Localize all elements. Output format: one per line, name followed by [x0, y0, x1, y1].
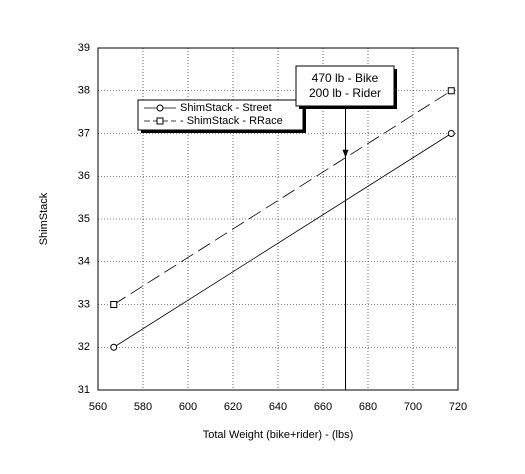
x-tick-label: 560 — [89, 401, 107, 413]
y-tick-label: 31 — [78, 384, 90, 396]
y-tick-label: 38 — [78, 85, 90, 97]
annotation-text: 470 lb - Bike — [312, 71, 379, 85]
annotation-arrow — [342, 149, 349, 158]
y-tick-label: 36 — [78, 170, 90, 182]
point — [110, 343, 118, 351]
annotation-text: 200 lb - Rider — [309, 86, 381, 100]
x-tick-label: 720 — [449, 401, 467, 413]
y-tick-label: 39 — [78, 42, 90, 54]
y-axis-label: ShimStack — [38, 192, 50, 245]
point — [447, 130, 455, 137]
legend-label: - ShimStack - RRace — [180, 115, 283, 127]
x-tick-label: 580 — [134, 401, 152, 413]
legend — [137, 99, 304, 131]
y-tick-label: 35 — [78, 213, 90, 225]
annotation-box — [295, 65, 395, 107]
x-tick-label: 700 — [404, 401, 422, 413]
point — [110, 301, 118, 308]
x-tick-label: 680 — [359, 401, 377, 413]
x-tick-label: 620 — [224, 401, 242, 413]
point — [447, 87, 455, 95]
y-tick-label: 34 — [78, 256, 90, 268]
series-line — [113, 133, 452, 348]
x-tick-label: 600 — [179, 401, 197, 413]
x-axis-label: Total Weight (bike+rider) - (lbs) — [203, 429, 353, 441]
x-tick-label: 640 — [269, 401, 287, 413]
y-tick-label: 37 — [78, 127, 90, 139]
series-line — [113, 90, 452, 305]
legend-marker — [156, 104, 164, 112]
y-tick-label: 33 — [78, 298, 90, 310]
legend-label: ShimStack - Street — [180, 102, 272, 114]
y-tick-label: 32 — [78, 341, 90, 353]
x-tick-label: 660 — [314, 401, 332, 413]
legend-marker — [156, 117, 164, 125]
plot-frame — [97, 47, 459, 391]
